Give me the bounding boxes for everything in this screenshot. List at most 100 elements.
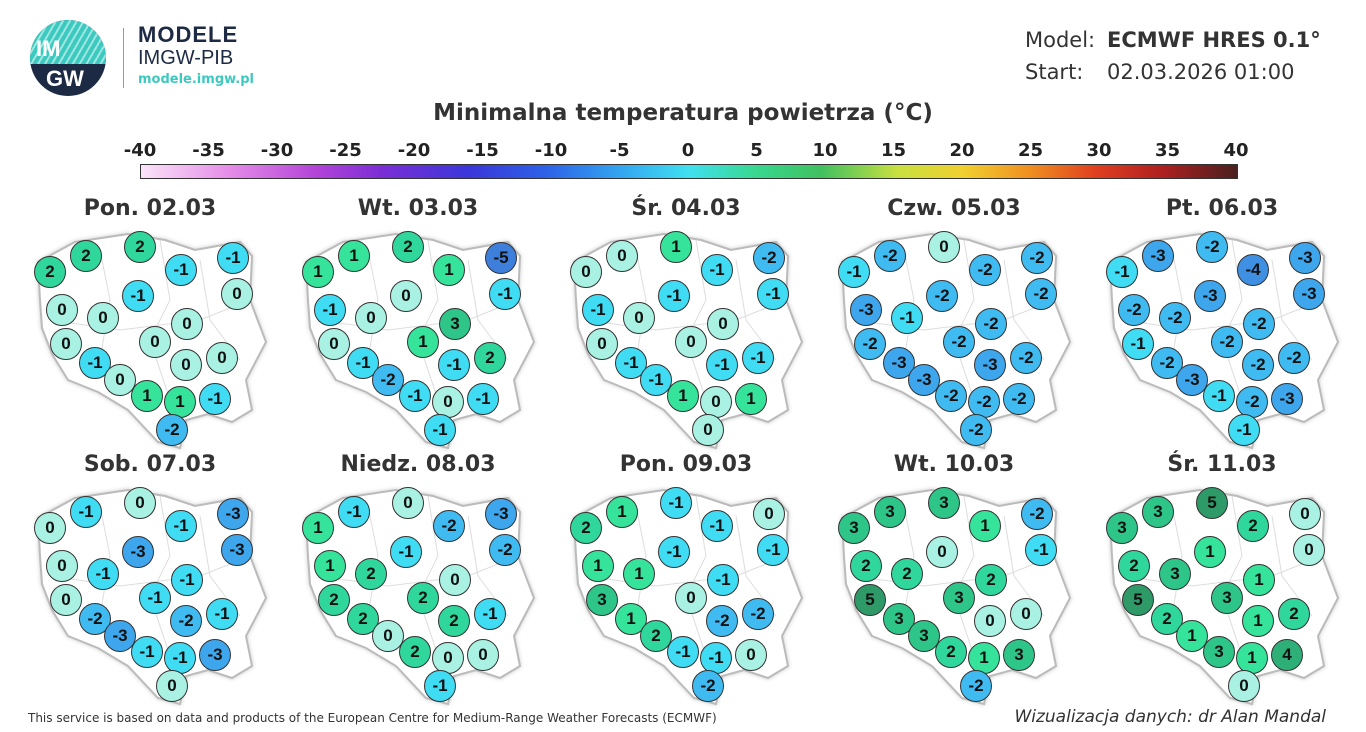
brand-name: MODELE xyxy=(138,22,239,47)
map-date-title: Pt. 06.03 xyxy=(1165,196,1279,221)
temperature-marker: 0 xyxy=(206,342,238,374)
colorbar-tick: -10 xyxy=(534,140,568,161)
temperature-marker: -2 xyxy=(1003,383,1035,415)
temperature-marker: -2 xyxy=(170,605,202,637)
temperature-marker: -2 xyxy=(753,242,785,274)
temperature-marker: 0 xyxy=(1293,534,1325,566)
temperature-marker: -3 xyxy=(1142,240,1174,272)
temperature-marker: -3 xyxy=(1176,364,1208,396)
footer-author: Wizualizacja danych: dr Alan Mandal xyxy=(1014,707,1326,727)
temperature-marker: -1 xyxy=(338,496,370,528)
forecast-map: Pt. 06.03 -1 -3 -2 -3 -4 -3 -3 -2 -2 -2 -1 -2 -2 -2 -2-… xyxy=(1072,0,1366,470)
temperature-marker: 1 xyxy=(606,496,638,528)
temperature-marker: 0 xyxy=(50,328,82,360)
temperature-marker: -2 xyxy=(1025,278,1057,310)
map-date-title: Niedz. 08.03 xyxy=(340,452,496,477)
temperature-marker: -3 xyxy=(1271,383,1303,415)
temperature-marker: -2 xyxy=(1211,326,1243,358)
temperature-marker: 1 xyxy=(1243,564,1275,596)
temperature-marker: 3 xyxy=(943,582,975,614)
temperature-marker: -1 xyxy=(206,598,238,630)
colorbar-tick: 25 xyxy=(1017,140,1044,161)
temperature-marker: 1 xyxy=(314,550,346,582)
temperature-marker: -2 xyxy=(1196,231,1228,263)
temperature-marker: -1 xyxy=(891,302,923,334)
temperature-marker: -2 xyxy=(489,534,521,566)
colorbar-tick: 0 xyxy=(681,140,695,161)
temperature-marker: -3 xyxy=(1289,242,1321,274)
temperature-marker: -3 xyxy=(221,534,253,566)
colorbar xyxy=(140,164,1238,179)
map-date-title: Pon. 09.03 xyxy=(619,452,753,477)
temperature-marker: 2 xyxy=(1118,550,1150,582)
model-label: Model: xyxy=(1025,28,1096,52)
temperature-marker: 0 xyxy=(467,639,499,671)
colorbar-tick: 40 xyxy=(1223,140,1249,161)
temperature-marker: 2 xyxy=(850,550,882,582)
temperature-marker: 0 xyxy=(974,605,1006,637)
temperature-marker: -3 xyxy=(217,498,249,530)
forecast-map: Sob. 07.03 0 -1 0 -3 -1 -3 -3 0 -1 -1 0 -1 -1 -2 -2 -3 -1… xyxy=(0,256,300,726)
temperature-marker: -2 xyxy=(742,598,774,630)
temperature-marker: -2 xyxy=(1159,302,1191,334)
temperature-marker: 0 xyxy=(318,328,350,360)
temperature-marker: -2 xyxy=(692,670,724,702)
temperature-marker: -1 xyxy=(70,496,102,528)
temperature-marker: 1 xyxy=(660,231,692,263)
temperature-marker: -1 xyxy=(838,256,870,288)
colorbar-tick: 35 xyxy=(1154,140,1181,161)
temperature-marker: 0 xyxy=(392,487,424,519)
forecast-map: Niedz. 08.03 1 -1 0 -3 -2 -2 -1 1 2 0 2 2 -1 2 2 0 2 0 0 -1 xyxy=(268,256,568,726)
page-title: Minimalna temperatura powietrza (°C) xyxy=(433,100,933,126)
temperature-marker: 1 xyxy=(969,510,1001,542)
temperature-marker: 3 xyxy=(1106,512,1138,544)
temperature-marker: 3 xyxy=(928,487,960,519)
temperature-marker: 2 xyxy=(399,636,431,668)
model-value: ECMWF HRES 0.1° xyxy=(1107,28,1321,52)
temperature-marker: -2 xyxy=(969,254,1001,286)
temperature-marker: 2 xyxy=(34,256,66,288)
temperature-marker: 1 xyxy=(1194,536,1226,568)
temperature-marker: 0 xyxy=(570,256,602,288)
forecast-map: Pon. 09.03 2 1 -1 0 -1 -1 -1 1 1 -1 3 0 -2 -2 1 2 -1 -1 0 -2 xyxy=(536,256,836,726)
logo-divider xyxy=(123,28,124,88)
temperature-marker: -1 xyxy=(1228,414,1260,446)
temperature-marker: 0 xyxy=(707,308,739,340)
temperature-marker: 2 xyxy=(975,564,1007,596)
imgw-logo[interactable]: IM GW xyxy=(30,20,106,96)
brand-url[interactable]: modele.imgw.pl xyxy=(138,72,254,87)
temperature-marker: 3 xyxy=(1159,558,1191,590)
temperature-marker: -1 xyxy=(706,349,738,381)
temperature-marker: 0 xyxy=(1228,670,1260,702)
start-label: Start: xyxy=(1025,60,1084,84)
temperature-marker: 3 xyxy=(1003,639,1035,671)
temperature-marker: -1 xyxy=(1106,256,1138,288)
brand-org: IMGW-PIB xyxy=(138,47,234,69)
temperature-marker: 0 xyxy=(926,536,958,568)
start-value: 02.03.2026 01:00 xyxy=(1107,60,1295,84)
temperature-marker: 0 xyxy=(46,550,78,582)
temperature-marker: 0 xyxy=(46,294,78,326)
temperature-marker: -2 xyxy=(372,364,404,396)
temperature-marker: -1 xyxy=(399,380,431,412)
temperature-marker: 0 xyxy=(355,302,387,334)
colorbar-tick: 5 xyxy=(750,140,763,161)
map-date-title: Wt. 10.03 xyxy=(893,452,1015,477)
temperature-marker: -1 xyxy=(742,342,774,374)
temperature-marker: 4 xyxy=(1271,639,1303,671)
temperature-marker: -1 xyxy=(139,582,171,614)
temperature-marker: 2 xyxy=(318,584,350,616)
temperature-marker: -2 xyxy=(935,380,967,412)
temperature-marker: 2 xyxy=(438,605,470,637)
temperature-marker: 3 xyxy=(874,496,906,528)
temperature-marker: -2 xyxy=(433,510,465,542)
temperature-marker: 0 xyxy=(139,326,171,358)
temperature-marker: -1 xyxy=(87,558,119,590)
temperature-marker: -1 xyxy=(390,536,422,568)
temperature-marker: -3 xyxy=(122,536,154,568)
temperature-marker: -3 xyxy=(850,294,882,326)
temperature-marker: -1 xyxy=(707,564,739,596)
colorbar-tick: -25 xyxy=(329,140,362,161)
forecast-map: Czw. 05.03 -1 -2 0 -2 -2 -2 -2 -3 -1 -2 -2 -2 -2 -3 -3-… xyxy=(804,0,1104,470)
map-date-title: Śr. 11.03 xyxy=(1167,452,1277,477)
